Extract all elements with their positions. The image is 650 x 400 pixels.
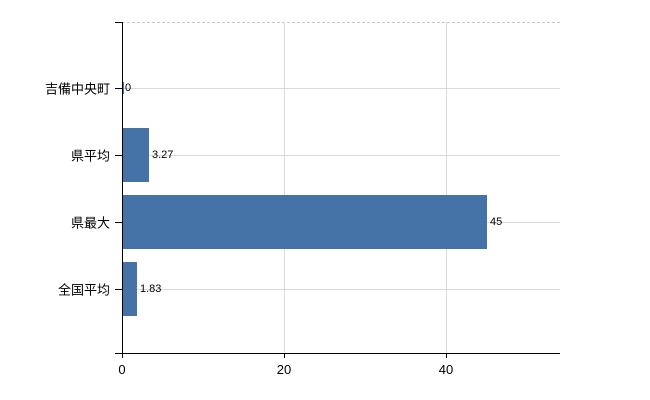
category-label: 吉備中央町	[44, 81, 110, 97]
y-axis-tick	[115, 155, 122, 156]
y-axis-tick	[115, 88, 122, 89]
x-tick-label: 40	[438, 362, 454, 377]
x-tick-label: 0	[118, 362, 126, 377]
bar	[122, 262, 137, 316]
value-label: 1.83	[140, 283, 162, 295]
value-label: 45	[490, 216, 503, 228]
category-label: 県平均	[70, 148, 110, 164]
x-gridline	[446, 22, 447, 353]
y-axis-line	[122, 22, 123, 357]
x-axis-tick	[122, 353, 123, 358]
value-label: 3.27	[152, 149, 174, 161]
bar	[122, 195, 487, 249]
y-gridline	[122, 155, 560, 156]
y-gridline	[122, 88, 560, 89]
y-gridline	[122, 289, 560, 290]
category-label: 全国平均	[57, 282, 110, 298]
y-axis-tick	[115, 222, 122, 223]
x-tick-label: 20	[276, 362, 292, 377]
x-axis-line	[115, 353, 560, 354]
x-axis-tick	[284, 353, 285, 358]
x-axis-tick	[446, 353, 447, 358]
value-label: 0	[125, 82, 132, 94]
category-label: 県最大	[70, 215, 110, 231]
y-axis-top-tick	[115, 22, 122, 23]
bar	[122, 82, 124, 94]
x-gridline	[284, 22, 285, 353]
y-axis-tick	[115, 289, 122, 290]
plot-top-border	[122, 22, 560, 23]
bar	[122, 128, 149, 182]
